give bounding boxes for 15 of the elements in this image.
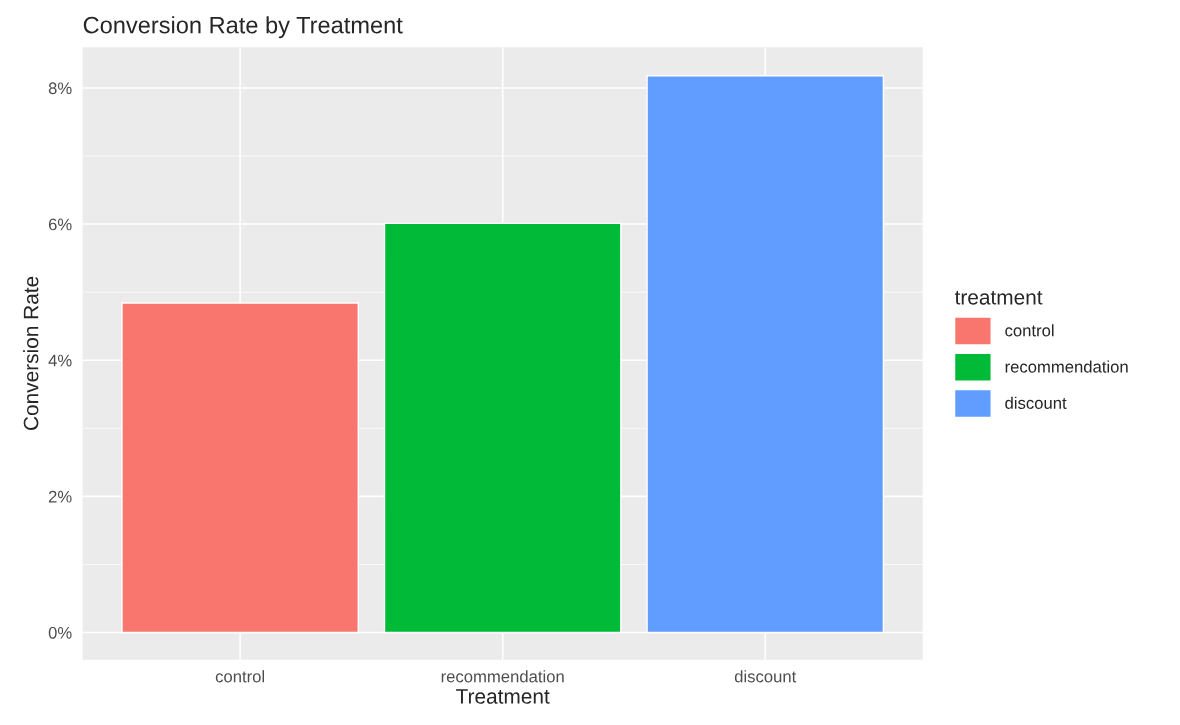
y-tick-label: 2% [48, 490, 72, 503]
legend-label: recommendation [1005, 360, 1128, 373]
y-tick-label: 8% [48, 82, 72, 95]
y-tick-label: 0% [48, 626, 72, 639]
x-tick-label: control [215, 670, 265, 683]
x-tick-label: recommendation [441, 670, 564, 683]
legend-label: discount [1005, 396, 1067, 409]
y-tick-label: 4% [48, 354, 72, 367]
y-axis-title: Conversion Rate [23, 276, 39, 430]
y-tick-label: 6% [48, 218, 72, 231]
x-tick-label: discount [734, 670, 797, 683]
chart-title: Conversion Rate by Treatment [83, 16, 403, 39]
x-axis-title: Treatment [456, 689, 550, 704]
legend-label: control [1005, 324, 1054, 337]
legend-title: treatment [954, 290, 1043, 305]
